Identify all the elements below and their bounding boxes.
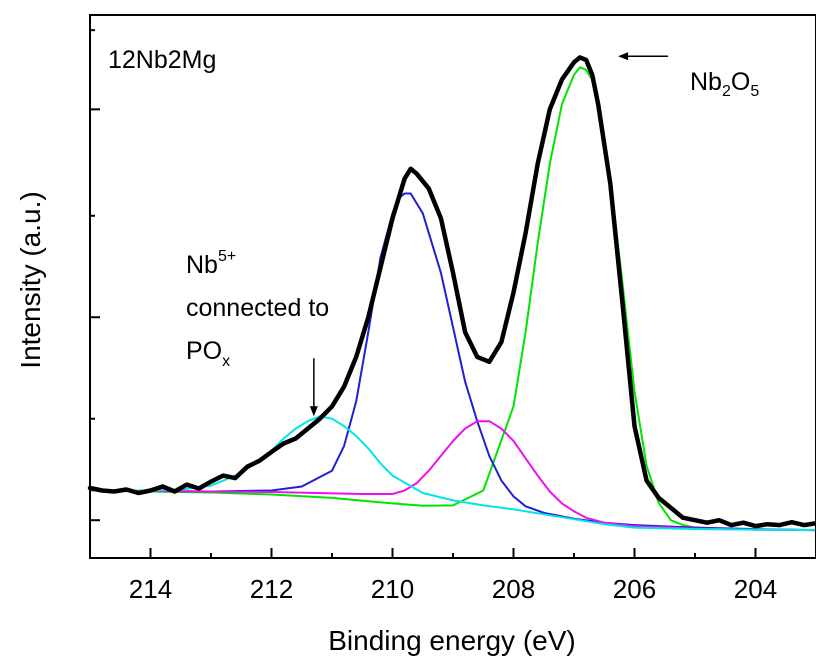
sample-label: 12Nb2Mg — [108, 46, 216, 74]
x-tick-label-206: 206 — [613, 574, 656, 604]
nb2o5-annotation: Nb2O5 — [618, 52, 759, 100]
nb5-label-line3: POx — [186, 337, 230, 370]
nb5-line3-base: PO — [186, 337, 222, 365]
x-tick-label-212: 212 — [250, 574, 293, 604]
x-tick-label-214: 214 — [129, 574, 172, 604]
nb5-line3-sub: x — [222, 353, 230, 370]
nb5-base: Nb — [186, 251, 218, 279]
plot-frame — [89, 14, 816, 559]
plot-lines — [87, 55, 816, 532]
nb2o5-arrow — [618, 52, 669, 61]
nb2o5-label: Nb2O5 — [690, 68, 759, 100]
series-line-4 — [89, 415, 816, 532]
nb2o5-sub2: 5 — [750, 83, 759, 100]
nb2o5-sub1: 2 — [722, 83, 731, 100]
axes: 214 212 210 208 206 204 — [89, 14, 816, 604]
nb5-annotation: Nb5+ connected to POx — [186, 248, 329, 417]
nb5-arrow — [309, 358, 318, 417]
nb5-sup: 5+ — [218, 248, 236, 265]
series-line-3 — [89, 420, 816, 532]
series-line-1 — [89, 66, 816, 532]
nb2o5-base: Nb — [690, 68, 722, 96]
nb2o5-arrow-head — [618, 52, 629, 61]
x-tick-label-208: 208 — [492, 574, 535, 604]
x-tick-label-210: 210 — [371, 574, 414, 604]
series-line-0 — [87, 55, 816, 529]
nb5-label-line2: connected to — [186, 294, 329, 322]
nb5-arrow-head — [309, 406, 318, 417]
x-axis-title: Binding energy (eV) — [328, 625, 575, 656]
nb5-label-line1: Nb5+ — [186, 248, 236, 279]
x-tick-label-204: 204 — [734, 574, 777, 604]
nb2o5-mid: O — [731, 68, 750, 96]
y-axis-title: Intensity (a.u.) — [15, 191, 46, 368]
